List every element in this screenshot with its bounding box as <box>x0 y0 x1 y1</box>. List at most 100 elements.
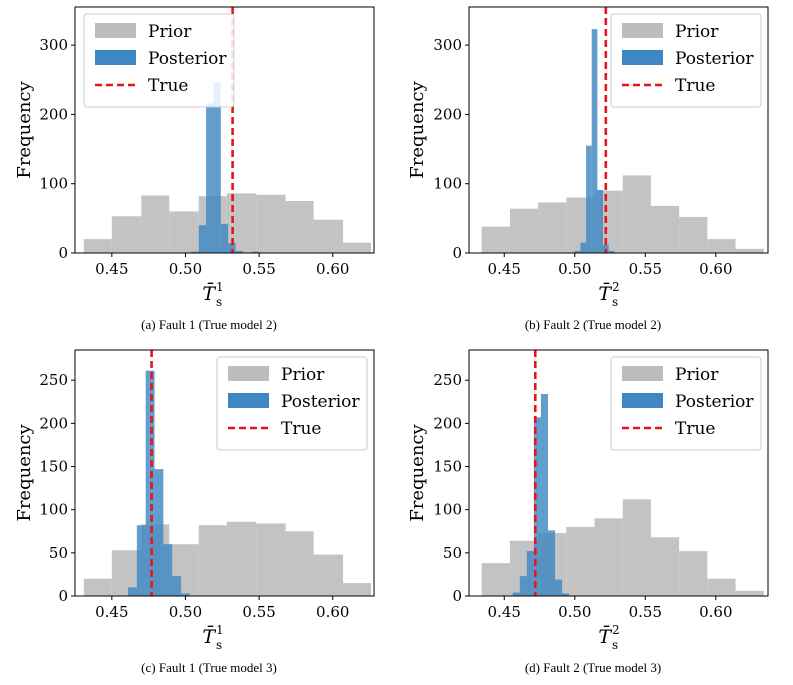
prior-bar <box>343 242 372 253</box>
prior-bar <box>169 211 199 253</box>
legend-posterior-swatch <box>622 393 663 408</box>
posterior-bar <box>574 250 581 253</box>
x-axis-label-superscript: 2 <box>612 623 620 637</box>
legend-true-label: True <box>281 419 321 439</box>
legend-posterior-swatch <box>95 50 136 65</box>
x-axis-label-subscript: s <box>612 295 618 309</box>
prior-bar <box>650 537 680 596</box>
prior-bar <box>735 248 764 253</box>
prior-bar <box>622 175 651 253</box>
posterior-bar <box>526 551 534 596</box>
y-axis-label: Frequency <box>14 423 35 521</box>
legend-posterior-swatch <box>228 393 269 408</box>
prior-bar <box>111 216 142 253</box>
posterior-bar <box>163 544 173 596</box>
y-tick-label: 50 <box>49 544 68 562</box>
x-tick-label: 0.45 <box>95 603 128 621</box>
x-tick-label: 0.55 <box>242 603 275 621</box>
panel-caption: (b) Fault 2 (True model 2) <box>525 317 661 332</box>
prior-bar <box>285 201 314 253</box>
y-tick-label: 150 <box>433 458 462 476</box>
posterior-bar <box>512 592 520 596</box>
chart-panel-3: 0.45 0.50 0.55 0.60 0 50 100 150 200 250 Frequency… <box>14 349 375 675</box>
legend-prior-swatch <box>622 366 663 381</box>
posterior-bar <box>198 225 207 253</box>
posterior-bar <box>562 593 570 596</box>
x-axis-label-superscript: 2 <box>612 280 620 294</box>
legend-prior-label: Prior <box>148 22 192 42</box>
y-tick-label: 0 <box>58 587 68 605</box>
legend-prior-swatch <box>95 23 136 38</box>
posterior-bar <box>154 469 164 596</box>
x-axis-label: T̄ 2s <box>598 623 619 652</box>
y-tick-label: 250 <box>433 371 462 389</box>
prior-bar <box>538 202 567 253</box>
y-tick-label: 100 <box>39 175 68 193</box>
posterior-bar <box>251 251 260 253</box>
posterior-bar <box>519 576 527 596</box>
prior-bar <box>83 239 112 253</box>
x-axis-label-base: T̄ <box>202 282 216 305</box>
prior-bar <box>594 518 623 596</box>
y-axis-label: Frequency <box>407 423 428 521</box>
prior-bar <box>198 525 227 596</box>
axes-frame <box>468 6 769 254</box>
y-tick-label: 250 <box>39 371 68 389</box>
posterior-bar <box>181 593 190 596</box>
x-axis-label-superscript: 1 <box>216 623 224 637</box>
legend-posterior-label: Posterior <box>675 49 754 69</box>
y-tick-label: 300 <box>39 36 68 54</box>
x-axis-label: T̄ 1s <box>202 280 223 309</box>
posterior-bar <box>235 250 243 253</box>
legend: Prior Posterior True <box>216 356 368 451</box>
posterior-bar <box>608 250 615 253</box>
legend-true-label: True <box>675 76 715 96</box>
legend-prior-swatch <box>622 23 663 38</box>
x-tick-label: 0.45 <box>488 260 521 278</box>
legend-posterior-swatch <box>622 50 663 65</box>
x-tick-label: 0.55 <box>242 260 275 278</box>
x-axis-label-subscript: s <box>216 638 222 652</box>
posterior-bar <box>591 29 598 253</box>
prior-bar <box>313 219 344 253</box>
legend-prior-swatch <box>228 366 269 381</box>
posterior-bar <box>191 251 199 253</box>
prior-bar <box>566 526 595 596</box>
panel-caption: (d) Fault 2 (True model 3) <box>525 660 661 675</box>
prior-bar <box>285 531 314 596</box>
posterior-bar <box>213 82 221 253</box>
x-tick-label: 0.45 <box>95 260 128 278</box>
x-tick-label: 0.60 <box>316 260 349 278</box>
prior-bar <box>83 578 112 596</box>
prior-bar <box>679 551 708 596</box>
prior-bar <box>509 208 539 253</box>
prior-bar <box>679 216 708 253</box>
axes-frame <box>74 6 375 254</box>
x-tick-label: 0.50 <box>558 603 591 621</box>
y-axis-label: Frequency <box>407 80 428 178</box>
y-tick-label: 0 <box>452 587 462 605</box>
x-axis-label-subscript: s <box>216 295 222 309</box>
posterior-bar <box>597 189 603 253</box>
posterior-bar <box>228 243 236 253</box>
x-tick-label: 0.50 <box>558 260 591 278</box>
y-axis-label: Frequency <box>14 80 35 178</box>
x-tick-label: 0.60 <box>699 603 732 621</box>
chart-panel-2: 0.45 0.50 0.55 0.60 0 100 200 300 Frequency T̄ 2s P… <box>407 6 769 332</box>
y-tick-label: 100 <box>39 501 68 519</box>
x-tick-label: 0.60 <box>699 260 732 278</box>
prior-bar <box>313 554 344 596</box>
panel-caption: (a) Fault 1 (True model 2) <box>141 317 277 332</box>
prior-bar <box>256 194 286 253</box>
prior-bar <box>343 583 372 596</box>
posterior-bar <box>128 587 137 596</box>
y-tick-label: 100 <box>433 175 462 193</box>
legend-posterior-label: Posterior <box>281 392 360 412</box>
legend-posterior-label: Posterior <box>148 49 227 69</box>
y-tick-label: 300 <box>433 36 462 54</box>
posterior-bar <box>206 103 214 253</box>
prior-bar <box>622 499 651 596</box>
y-tick-label: 50 <box>443 544 462 562</box>
posterior-bar <box>555 579 563 596</box>
